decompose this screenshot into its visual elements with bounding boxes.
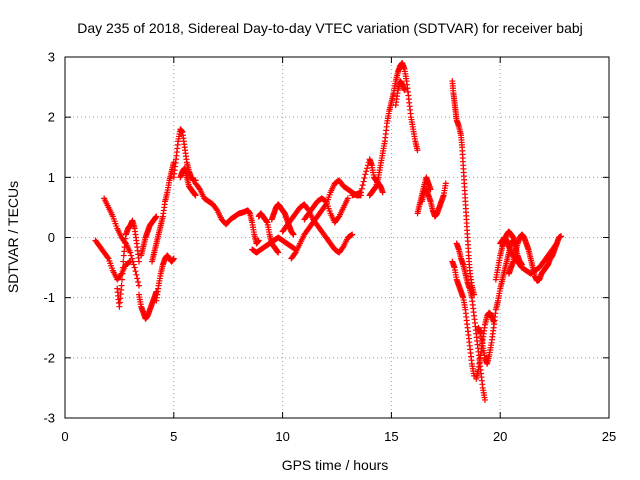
y-tick-label: -3 (43, 411, 55, 426)
data-point (471, 372, 478, 379)
data-point (414, 147, 421, 154)
data-point (213, 206, 220, 213)
data-point (104, 254, 111, 261)
data-point (363, 168, 370, 175)
data-point (361, 174, 368, 181)
y-tick-label: 1 (48, 170, 55, 185)
data-point (349, 231, 356, 238)
data-point (275, 249, 282, 256)
data-point (359, 182, 366, 189)
x-tick-label: 25 (602, 429, 616, 444)
data-point (130, 261, 137, 268)
x-tick-label: 5 (170, 429, 177, 444)
data-point (129, 258, 136, 265)
data-point (255, 237, 262, 244)
x-tick-label: 10 (275, 429, 289, 444)
grid (65, 57, 609, 418)
y-tick-label: -1 (43, 290, 55, 305)
data-point (401, 87, 408, 94)
data-point (335, 214, 342, 221)
data-point (322, 197, 329, 204)
data-point (126, 259, 133, 266)
data-point (135, 258, 142, 265)
data-point (291, 250, 298, 257)
data-point (339, 244, 346, 251)
data-point (135, 282, 142, 289)
y-tick-label: 2 (48, 110, 55, 125)
x-tick-label: 0 (61, 429, 68, 444)
data-point (120, 258, 127, 265)
data-point (134, 275, 141, 282)
axis-ticks: 0 5 10 15 20 25 -3 -2 -1 0 1 2 3 (43, 50, 616, 445)
data-point (481, 396, 488, 403)
data-point (364, 165, 371, 172)
data-point (552, 241, 559, 248)
y-axis-label: SDTVAR / TECUs (5, 181, 21, 293)
data-point (471, 291, 478, 298)
data-point (196, 185, 203, 192)
data-point (358, 185, 365, 192)
data-point (133, 271, 140, 278)
data-point (170, 255, 177, 262)
data-point (127, 249, 134, 256)
data-point (344, 195, 351, 202)
data-point (119, 270, 126, 277)
data-point (119, 276, 126, 283)
data-point (119, 264, 126, 271)
data-point (360, 178, 367, 185)
data-point (118, 282, 125, 289)
data-point (362, 171, 369, 178)
data-point (131, 264, 138, 271)
data-point (192, 192, 199, 199)
data-point (290, 231, 297, 238)
y-tick-label: -2 (43, 350, 55, 365)
x-tick-label: 20 (493, 429, 507, 444)
data-point (553, 240, 560, 247)
data-point (357, 189, 364, 196)
y-tick-label: 3 (48, 50, 55, 65)
data-point (558, 233, 565, 240)
chart-title: Day 235 of 2018, Sidereal Day-to-day VTE… (77, 20, 583, 36)
data-point (442, 180, 449, 187)
data-points (92, 60, 565, 403)
data-point (132, 268, 139, 275)
data-point (427, 186, 434, 193)
data-point (379, 189, 386, 196)
data-point (128, 252, 135, 259)
data-point (129, 255, 136, 262)
data-point (348, 232, 355, 239)
x-tick-label: 15 (384, 429, 398, 444)
data-point (153, 213, 160, 220)
x-axis-label: GPS time / hours (282, 457, 389, 473)
y-tick-label: 0 (48, 230, 55, 245)
data-point (135, 279, 142, 286)
